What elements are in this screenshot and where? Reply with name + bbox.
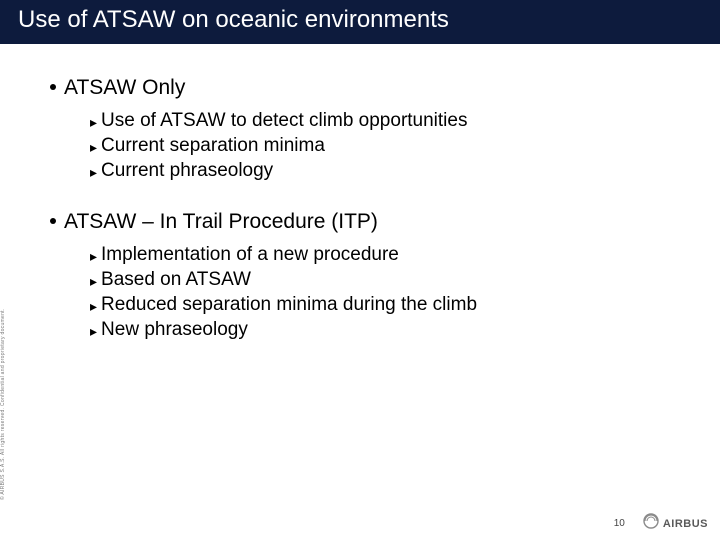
list-item-text: Implementation of a new procedure	[101, 244, 399, 266]
triangle-bullet-icon: ▸	[90, 323, 97, 340]
list-item-text: Based on ATSAW	[101, 269, 251, 291]
section-1-title: ATSAW Only	[64, 76, 185, 100]
section-1-list: ▸ Use of ATSAW to detect climb opportuni…	[90, 110, 684, 182]
section-2-head: ATSAW – In Trail Procedure (ITP)	[50, 210, 684, 234]
list-item-text: Reduced separation minima during the cli…	[101, 294, 477, 316]
triangle-bullet-icon: ▸	[90, 298, 97, 315]
list-item-text: Current phraseology	[101, 160, 273, 182]
bullet-dot-icon	[50, 218, 56, 224]
section-2: ATSAW – In Trail Procedure (ITP) ▸ Imple…	[64, 210, 684, 341]
airbus-swirl-icon	[643, 513, 659, 534]
list-item-text: New phraseology	[101, 319, 248, 341]
footer: 10 AIRBUS	[614, 513, 708, 534]
list-item: ▸ Current phraseology	[90, 160, 684, 182]
list-item: ▸ Use of ATSAW to detect climb opportuni…	[90, 110, 684, 132]
slide-title: Use of ATSAW on oceanic environments	[18, 6, 702, 34]
list-item: ▸ Current separation minima	[90, 135, 684, 157]
section-2-list: ▸ Implementation of a new procedure ▸ Ba…	[90, 244, 684, 341]
triangle-bullet-icon: ▸	[90, 248, 97, 265]
section-1-head: ATSAW Only	[50, 76, 684, 100]
triangle-bullet-icon: ▸	[90, 114, 97, 131]
list-item-text: Use of ATSAW to detect climb opportuniti…	[101, 110, 467, 132]
airbus-logo: AIRBUS	[643, 513, 708, 534]
section-2-title: ATSAW – In Trail Procedure (ITP)	[64, 210, 378, 234]
list-item-text: Current separation minima	[101, 135, 325, 157]
content-area: ATSAW Only ▸ Use of ATSAW to detect clim…	[0, 44, 720, 341]
list-item: ▸ Implementation of a new procedure	[90, 244, 684, 266]
bullet-dot-icon	[50, 84, 56, 90]
page-number: 10	[614, 518, 625, 529]
section-1: ATSAW Only ▸ Use of ATSAW to detect clim…	[64, 76, 684, 182]
triangle-bullet-icon: ▸	[90, 164, 97, 181]
triangle-bullet-icon: ▸	[90, 273, 97, 290]
list-item: ▸ Reduced separation minima during the c…	[90, 294, 684, 316]
list-item: ▸ New phraseology	[90, 319, 684, 341]
list-item: ▸ Based on ATSAW	[90, 269, 684, 291]
triangle-bullet-icon: ▸	[90, 139, 97, 156]
copyright-vertical: © AIRBUS S.A.S. All rights reserved. Con…	[0, 308, 6, 500]
title-bar: Use of ATSAW on oceanic environments	[0, 0, 720, 44]
airbus-logo-text: AIRBUS	[663, 518, 708, 530]
